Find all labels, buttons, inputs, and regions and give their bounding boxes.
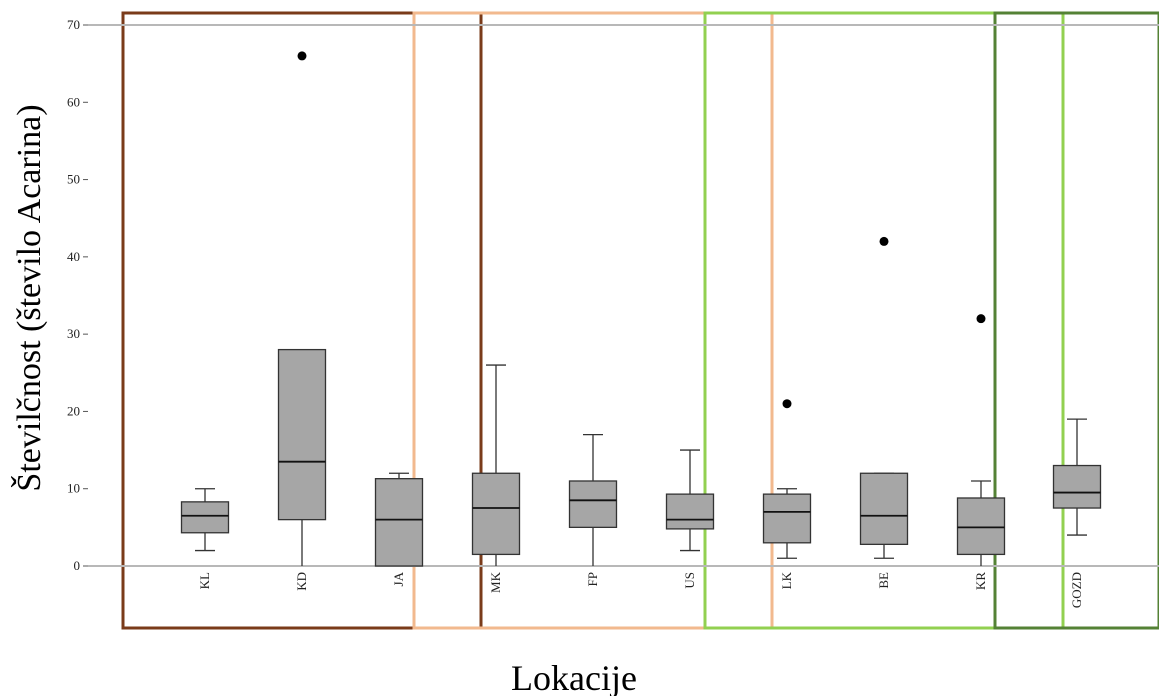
x-axis-title: Lokacije — [511, 658, 637, 696]
iqr-box — [1052, 464, 1102, 509]
box-lk — [762, 399, 812, 559]
y-axis: 0 10 20 30 40 50 60 70 — [67, 17, 88, 573]
iqr-box — [956, 497, 1006, 556]
iqr-box — [180, 501, 230, 534]
boxes — [180, 51, 1102, 567]
group-frames — [121, 11, 1159, 630]
iqr-box — [277, 348, 327, 521]
category-label-mk: MK — [488, 571, 503, 593]
category-label-lk: LK — [779, 571, 794, 589]
category-label-fp: FP — [585, 572, 600, 586]
iqr-box — [859, 472, 909, 546]
outlier-point — [879, 236, 889, 246]
group-frame-1 — [121, 11, 483, 630]
box-gozd — [1052, 418, 1102, 536]
box-ja — [374, 472, 424, 567]
box-be — [859, 236, 909, 559]
category-label-be: BE — [876, 572, 891, 589]
y-tick-label: 0 — [74, 558, 81, 573]
y-tick-label: 70 — [67, 17, 80, 32]
group-frame-4 — [993, 11, 1159, 630]
box-kr — [956, 314, 1006, 566]
y-tick-label: 50 — [67, 172, 80, 187]
iqr-box — [471, 472, 521, 556]
iqr-box — [762, 493, 812, 544]
box-us — [665, 449, 715, 552]
outlier-point — [976, 314, 986, 324]
outlier-point — [297, 51, 307, 61]
iqr-box — [665, 493, 715, 530]
y-tick-label: 40 — [67, 249, 80, 264]
category-label-us: US — [682, 572, 697, 589]
category-label-kl: KL — [197, 572, 212, 589]
category-label-gozd: GOZD — [1069, 572, 1084, 608]
box-fp — [568, 433, 618, 566]
box-mk — [471, 364, 521, 566]
y-tick-label: 60 — [67, 94, 80, 109]
reference-lines — [88, 24, 1159, 567]
y-axis-title: Številčnost (število Acarina) — [10, 104, 48, 491]
group-frame-2 — [412, 11, 774, 630]
outlier-point — [782, 399, 792, 409]
category-label-ja: JA — [391, 571, 406, 586]
category-labels: KL KD JA MK FP US LK BE KR GOZD — [197, 571, 1084, 608]
y-tick-label: 10 — [67, 481, 80, 496]
box-kd — [277, 51, 327, 566]
iqr-box — [374, 478, 424, 567]
iqr-box — [568, 480, 618, 529]
box-kl — [180, 488, 230, 552]
category-label-kr: KR — [973, 572, 988, 590]
group-frame-3 — [703, 11, 1065, 630]
y-tick-label: 20 — [67, 403, 80, 418]
category-label-kd: KD — [294, 572, 309, 591]
y-tick-label: 30 — [67, 326, 80, 341]
